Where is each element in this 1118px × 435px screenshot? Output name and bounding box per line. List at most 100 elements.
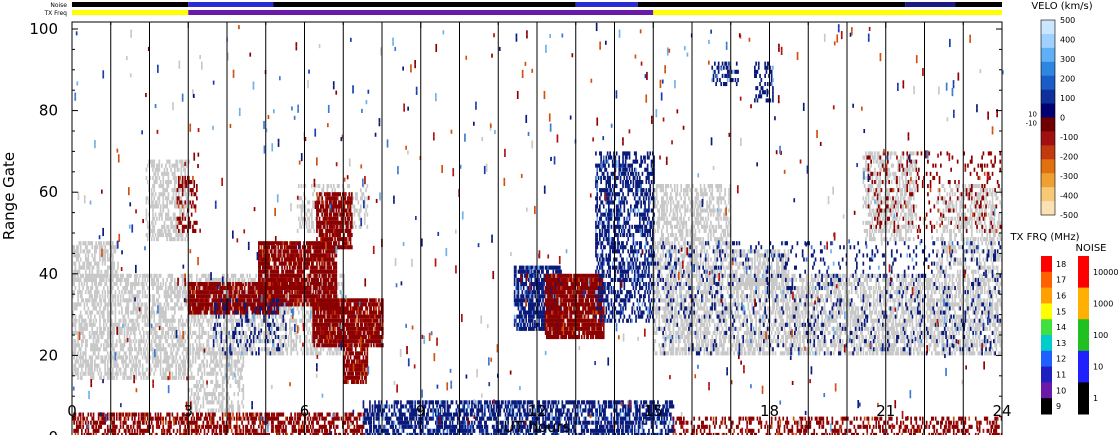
data-cell [190,371,193,376]
data-cell [128,273,131,278]
data-cell [162,375,165,380]
data-cell [334,188,336,193]
data-cell [118,322,121,327]
data-cell [174,310,176,315]
data-cell [110,310,113,315]
data-cell [78,363,81,368]
data-cell [277,265,280,270]
data-cell [184,188,187,193]
data-cell [87,286,90,291]
data-cell [205,392,207,397]
data-cell [123,339,126,344]
data-cell [258,245,260,250]
data-cell [228,277,230,282]
data-cell [161,330,163,335]
data-cell [366,224,369,229]
data-cell [156,175,158,180]
data-cell [183,277,185,282]
data-cell [211,347,214,352]
data-cell [84,347,87,352]
data-cell [167,318,170,323]
data-cell [331,237,334,242]
data-cell [152,159,154,164]
data-cell [153,318,156,323]
data-cell [157,347,159,352]
data-cell [224,290,227,295]
data-cell [245,330,247,335]
data-cell [152,175,154,180]
data-cell [197,367,199,372]
data-cell [88,269,91,274]
data-cell [134,322,136,327]
data-cell [90,261,92,266]
data-cell [105,302,108,307]
data-cell [75,306,78,311]
data-cell [202,400,205,405]
data-cell [92,273,95,278]
data-cell [104,326,106,331]
data-cell [81,375,83,380]
data-cell [126,330,128,335]
data-cell [296,249,299,254]
data-cell [104,359,106,364]
data-cell [176,359,179,364]
data-cell [86,310,88,315]
data-cell [206,384,208,389]
data-cell [206,392,208,397]
data-cell [218,392,220,397]
data-cell [110,282,113,287]
data-cell [157,282,159,287]
data-cell [230,322,233,327]
data-cell [114,310,117,315]
data-cell [92,351,95,356]
data-cell [218,384,220,389]
data-cell [99,367,101,372]
data-cell [144,322,146,327]
data-cell [72,330,74,335]
data-cell [135,277,137,282]
data-cell [112,343,114,348]
data-cell [99,241,101,246]
data-cell [338,282,340,287]
data-cell [92,371,95,376]
data-cell [159,184,162,189]
data-cell [321,228,323,233]
data-cell [113,273,115,278]
data-cell [326,200,329,205]
data-cell [154,359,157,364]
data-cell [115,277,118,282]
data-cell [123,359,126,364]
data-cell [128,290,131,295]
data-cell [168,294,171,299]
data-cell [180,306,183,311]
data-cell [233,347,236,352]
data-cell [127,322,130,327]
data-cell [198,330,201,335]
data-cell [162,192,165,197]
data-cell [139,310,141,315]
data-cell [179,339,181,344]
data-cell [335,253,338,258]
data-cell [96,310,99,315]
data-cell [153,339,156,344]
data-cell [91,298,94,303]
data-cell [219,347,221,352]
data-cell [301,208,304,213]
data-cell [156,310,158,315]
data-cell [277,269,280,274]
data-cell [150,330,153,335]
data-cell [163,302,166,307]
data-cell [161,233,163,238]
data-cell [175,224,177,229]
data-cell [165,314,167,319]
data-cell [94,302,96,307]
data-cell [81,330,83,335]
data-cell [171,224,174,229]
data-cell [193,322,196,327]
data-cell [157,355,159,360]
data-cell [83,351,86,356]
data-cell [210,367,212,372]
data-cell [174,167,176,172]
data-cell [86,322,88,327]
data-cell [122,363,125,368]
